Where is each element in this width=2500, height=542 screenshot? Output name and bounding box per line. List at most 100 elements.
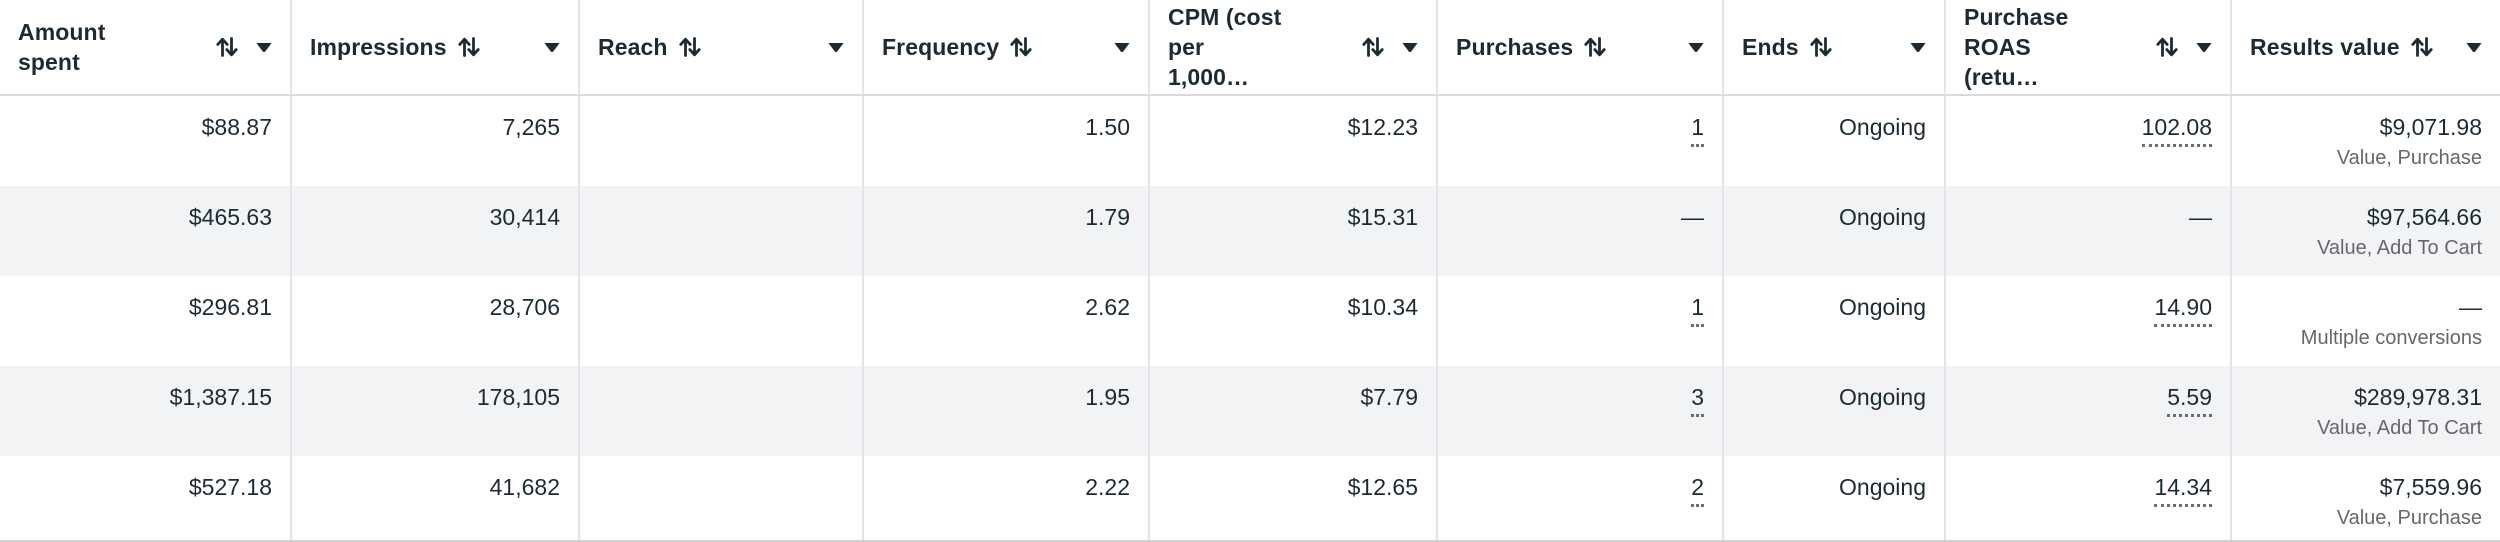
cell-cpm: $12.23 xyxy=(1148,96,1436,186)
column-header-purchase-roas[interactable]: Purchase ROAS (retu… xyxy=(1944,0,2230,96)
column-options-caret-icon[interactable] xyxy=(1672,41,1706,54)
cell-frequency: 2.22 xyxy=(862,456,1148,542)
cell-cpm: $15.31 xyxy=(1148,186,1436,276)
column-header-ends[interactable]: Ends xyxy=(1722,0,1944,96)
table-row: $88.87 7,265 1.50 $12.23 1 Ongoing 102.0… xyxy=(0,96,2500,186)
cell-reach xyxy=(578,96,862,186)
cell-reach xyxy=(578,366,862,456)
column-options-caret-icon[interactable] xyxy=(1386,41,1420,54)
column-label: Reach xyxy=(598,34,668,60)
column-header-frequency[interactable]: Frequency xyxy=(862,0,1148,96)
cell-reach xyxy=(578,456,862,542)
cell-ends: Ongoing xyxy=(1722,186,1944,276)
roas-value-link[interactable]: 14.34 xyxy=(2154,472,2212,507)
column-header-purchases[interactable]: Purchases xyxy=(1436,0,1722,96)
sort-arrows-icon[interactable] xyxy=(2154,33,2180,61)
roas-value-link[interactable]: 102.08 xyxy=(2141,112,2212,147)
cell-purchase-roas: — xyxy=(1944,186,2230,276)
cell-frequency: 2.62 xyxy=(862,276,1148,366)
cell-results-value: $9,071.98 Value, Purchase xyxy=(2230,96,2500,186)
column-options-caret-icon[interactable] xyxy=(240,41,274,54)
column-header-impressions[interactable]: Impressions xyxy=(290,0,578,96)
column-label: Purchase ROAS (retu… xyxy=(1964,4,2069,90)
cell-results-value: — Multiple conversions xyxy=(2230,276,2500,366)
cell-cpm: $12.65 xyxy=(1148,456,1436,542)
cell-ends: Ongoing xyxy=(1722,366,1944,456)
results-type-label: Value, Add To Cart xyxy=(2317,417,2482,439)
cell-cpm: $7.79 xyxy=(1148,366,1436,456)
column-options-caret-icon[interactable] xyxy=(528,41,562,54)
cell-purchase-roas: 14.34 xyxy=(1944,456,2230,542)
purchases-value-link[interactable]: 1 xyxy=(1691,112,1704,147)
cell-impressions: 7,265 xyxy=(290,96,578,186)
cell-purchases: — xyxy=(1436,186,1722,276)
results-type-label: Value, Add To Cart xyxy=(2317,237,2482,259)
cell-purchases: 2 xyxy=(1436,456,1722,542)
cell-purchases: 1 xyxy=(1436,276,1722,366)
cell-purchase-roas: 102.08 xyxy=(1944,96,2230,186)
cell-purchase-roas: 5.59 xyxy=(1944,366,2230,456)
cell-results-value: $289,978.31 Value, Add To Cart xyxy=(2230,366,2500,456)
sort-arrows-icon[interactable] xyxy=(1360,33,1386,61)
table-bottom-border xyxy=(0,540,2500,542)
column-label: Purchases xyxy=(1456,34,1574,60)
cell-reach xyxy=(578,186,862,276)
column-label: Frequency xyxy=(882,34,1000,60)
column-label: CPM (cost per 1,000… xyxy=(1168,4,1282,90)
sort-arrows-icon[interactable] xyxy=(2409,33,2435,61)
sort-arrows-icon[interactable] xyxy=(1008,33,1034,61)
column-options-caret-icon[interactable] xyxy=(2450,41,2484,54)
column-label: Amount spent xyxy=(18,19,106,75)
cell-amount-spent: $527.18 xyxy=(188,474,272,500)
roas-value-link[interactable]: 14.90 xyxy=(2154,292,2212,327)
results-type-label: Value, Purchase xyxy=(2336,507,2482,529)
cell-impressions: 28,706 xyxy=(290,276,578,366)
cell-ends: Ongoing xyxy=(1722,276,1944,366)
column-options-caret-icon[interactable] xyxy=(2180,41,2214,54)
cell-impressions: 41,682 xyxy=(290,456,578,542)
cell-frequency: 1.95 xyxy=(862,366,1148,456)
column-header-amount-spent[interactable]: Amount spent xyxy=(0,0,290,96)
cell-impressions: 30,414 xyxy=(290,186,578,276)
cell-amount-spent: $88.87 xyxy=(201,114,272,140)
cell-amount-spent: $1,387.15 xyxy=(169,384,272,410)
cell-purchases: 1 xyxy=(1436,96,1722,186)
sort-arrows-icon[interactable] xyxy=(1808,33,1834,61)
sort-arrows-icon[interactable] xyxy=(1582,33,1608,61)
results-type-label: Value, Purchase xyxy=(2336,147,2482,169)
column-options-caret-icon[interactable] xyxy=(812,41,846,54)
table-row: $296.81 28,706 2.62 $10.34 1 Ongoing 14.… xyxy=(0,276,2500,366)
table-row: $1,387.15 178,105 1.95 $7.79 3 Ongoing 5… xyxy=(0,366,2500,456)
cell-amount-spent: $465.63 xyxy=(188,204,272,230)
results-type-label: Multiple conversions xyxy=(2300,327,2482,349)
cell-cpm: $10.34 xyxy=(1148,276,1436,366)
column-options-caret-icon[interactable] xyxy=(1894,41,1928,54)
sort-arrows-icon[interactable] xyxy=(456,33,482,61)
column-header-results-value[interactable]: Results value xyxy=(2230,0,2500,96)
column-label: Ends xyxy=(1742,34,1799,60)
cell-ends: Ongoing xyxy=(1722,456,1944,542)
cell-impressions: 178,105 xyxy=(290,366,578,456)
roas-value-link[interactable]: 5.59 xyxy=(2167,382,2212,417)
column-header-reach[interactable]: Reach xyxy=(578,0,862,96)
purchases-value-link[interactable]: 1 xyxy=(1691,292,1704,327)
cell-results-value: $97,564.66 Value, Add To Cart xyxy=(2230,186,2500,276)
cell-amount-spent: $296.81 xyxy=(188,294,272,320)
table-row: $527.18 41,682 2.22 $12.65 2 Ongoing 14.… xyxy=(0,456,2500,542)
header-row: Amount spent Impressions Reach xyxy=(0,0,2500,96)
cell-purchase-roas: 14.90 xyxy=(1944,276,2230,366)
purchases-value-link[interactable]: 3 xyxy=(1691,382,1704,417)
sort-arrows-icon[interactable] xyxy=(677,33,703,61)
cell-frequency: 1.79 xyxy=(862,186,1148,276)
column-header-cpm[interactable]: CPM (cost per 1,000… xyxy=(1148,0,1436,96)
purchases-value-link[interactable]: 2 xyxy=(1691,472,1704,507)
cell-results-value: $7,559.96 Value, Purchase xyxy=(2230,456,2500,542)
column-label: Results value xyxy=(2250,34,2400,60)
cell-ends: Ongoing xyxy=(1722,96,1944,186)
cell-frequency: 1.50 xyxy=(862,96,1148,186)
column-options-caret-icon[interactable] xyxy=(1098,41,1132,54)
cell-purchases: 3 xyxy=(1436,366,1722,456)
sort-arrows-icon[interactable] xyxy=(214,33,240,61)
cell-reach xyxy=(578,276,862,366)
